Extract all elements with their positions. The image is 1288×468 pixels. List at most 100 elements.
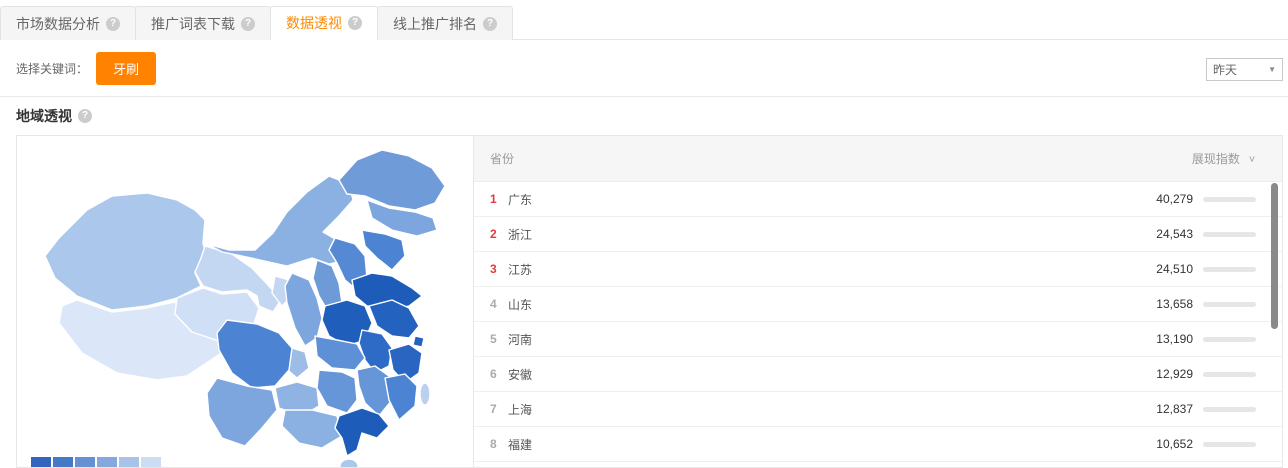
region-insight-panel: 省份 展现指数 ∨ 1 广东 40,279 2 浙江 24,543 3 江苏 2… (16, 135, 1283, 468)
province-liaoning (361, 229, 406, 271)
metric-bar (1203, 336, 1256, 342)
tab-market-data-analysis[interactable]: 市场数据分析 ? (0, 6, 136, 40)
province-jiangxi (356, 365, 393, 417)
date-range-select[interactable]: 昨天 ▼ (1206, 58, 1283, 81)
metric-bar (1203, 196, 1256, 202)
date-range-value: 昨天 (1213, 63, 1238, 77)
legend-swatch (97, 457, 117, 467)
table-row: 2 浙江 24,543 (474, 217, 1282, 252)
help-icon[interactable]: ? (483, 16, 497, 31)
province-anhui (358, 329, 393, 374)
province-name: 浙江 (508, 227, 533, 242)
rank-number: 2 (490, 227, 497, 241)
metric-bar (1203, 371, 1256, 377)
tab-data-pivot[interactable]: 数据透视 ? (270, 6, 378, 40)
tab-online-promo-ranking[interactable]: 线上推广排名 ? (377, 6, 513, 40)
province-gansu (194, 245, 282, 313)
table-row: 5 河南 13,190 (474, 322, 1282, 357)
help-icon[interactable]: ? (348, 16, 362, 30)
legend-swatch (53, 457, 73, 467)
province-fujian (384, 373, 418, 421)
metric-column-header[interactable]: 展现指数 ∨ (1191, 152, 1256, 166)
section-title: 地域透视 (16, 108, 72, 124)
table-row: 7 上海 12,837 (474, 392, 1282, 427)
table-row: 8 福建 10,652 (474, 427, 1282, 462)
province-name: 广东 (508, 192, 533, 207)
province-heilongjiang (338, 149, 446, 211)
rank-number: 3 (490, 262, 497, 276)
metric-bar (1203, 301, 1256, 307)
province-taiwan (419, 382, 431, 406)
province-name: 江苏 (508, 262, 533, 277)
province-jiangsu (368, 299, 420, 339)
china-map[interactable] (17, 138, 474, 468)
province-table-body: 1 广东 40,279 2 浙江 24,543 3 江苏 24,510 4 山东… (474, 182, 1282, 462)
keyword-filter-row: 选择关键词： 牙刷 昨天 ▼ (0, 40, 1288, 97)
rank-number: 7 (490, 402, 497, 416)
metric-value: 12,929 (1156, 367, 1193, 381)
legend-swatch (141, 457, 161, 467)
legend-swatch (31, 457, 51, 467)
province-name: 山东 (508, 297, 533, 312)
province-name: 福建 (508, 437, 533, 452)
province-zhejiang (388, 343, 423, 384)
tab-promo-wordlist-download[interactable]: 推广词表下载 ? (135, 6, 271, 40)
province-name: 安徽 (508, 367, 533, 382)
chevron-down-icon: ∨ (1247, 154, 1256, 164)
map-legend (31, 457, 161, 467)
table-row: 6 安徽 12,929 (474, 357, 1282, 392)
rank-number: 8 (490, 437, 497, 451)
province-shaanxi (284, 272, 323, 347)
province-xinjiang (44, 192, 208, 311)
keyword-filter-label: 选择关键词： (16, 61, 89, 76)
metric-value: 10,652 (1156, 437, 1193, 451)
province-inner-mongolia (206, 175, 358, 267)
province-column-header: 省份 (490, 152, 515, 166)
table-row: 4 山东 13,658 (474, 287, 1282, 322)
metric-value: 24,510 (1156, 262, 1193, 276)
tab-label: 市场数据分析 (16, 15, 100, 32)
top-tab-bar: 市场数据分析 ? 推广词表下载 ? 数据透视 ? 线上推广排名 ? (0, 0, 1288, 40)
province-shandong (351, 272, 423, 311)
province-hunan (316, 369, 358, 414)
metric-bar (1203, 406, 1256, 412)
province-yunnan (206, 377, 278, 447)
table-scrollbar-thumb[interactable] (1271, 183, 1278, 329)
province-shanghai (412, 335, 425, 348)
metric-value: 13,190 (1156, 332, 1193, 346)
province-name: 河南 (508, 332, 533, 347)
metric-bar (1203, 441, 1256, 447)
metric-value: 12,837 (1156, 402, 1193, 416)
province-guizhou (274, 381, 320, 417)
tab-label: 数据透视 (286, 15, 342, 31)
rank-number: 6 (490, 367, 497, 381)
legend-swatch (119, 457, 139, 467)
select-arrow-icon: ▼ (1268, 65, 1276, 74)
metric-value: 40,279 (1156, 192, 1193, 206)
province-hubei (314, 335, 366, 371)
region-section-header: 地域透视 ? (0, 97, 1288, 135)
china-map-pane (17, 136, 474, 467)
metric-bar (1203, 231, 1256, 237)
rank-number: 4 (490, 297, 497, 311)
metric-bar (1203, 266, 1256, 272)
table-row: 1 广东 40,279 (474, 182, 1282, 217)
help-icon[interactable]: ? (106, 16, 120, 31)
province-guangxi (281, 409, 343, 449)
province-guangdong (334, 407, 390, 457)
rank-number: 1 (490, 192, 497, 206)
rank-number: 5 (490, 332, 497, 346)
province-jilin (366, 199, 438, 237)
metric-value: 24,543 (1156, 227, 1193, 241)
table-header: 省份 展现指数 ∨ (474, 136, 1282, 182)
province-name: 上海 (508, 402, 533, 417)
help-icon[interactable]: ? (241, 16, 255, 31)
province-table-pane: 省份 展现指数 ∨ 1 广东 40,279 2 浙江 24,543 3 江苏 2… (474, 136, 1282, 467)
legend-swatch (75, 457, 95, 467)
keyword-button[interactable]: 牙刷 (96, 51, 157, 85)
help-icon[interactable]: ? (78, 109, 92, 123)
province-hainan (339, 458, 359, 467)
province-sichuan (216, 319, 293, 389)
tab-label: 推广词表下载 (151, 15, 235, 32)
metric-value: 13,658 (1156, 297, 1193, 311)
